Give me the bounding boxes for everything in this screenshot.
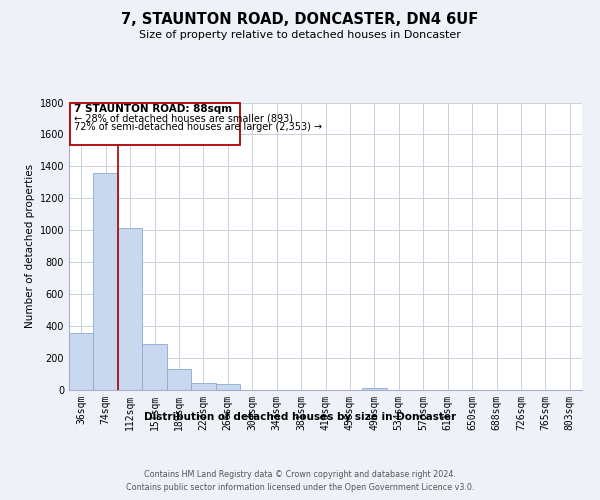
Text: ← 28% of detached houses are smaller (893): ← 28% of detached houses are smaller (89… [74, 114, 293, 124]
Text: Contains HM Land Registry data © Crown copyright and database right 2024.: Contains HM Land Registry data © Crown c… [144, 470, 456, 479]
Text: 7 STAUNTON ROAD: 88sqm: 7 STAUNTON ROAD: 88sqm [74, 104, 232, 114]
Y-axis label: Number of detached properties: Number of detached properties [25, 164, 35, 328]
Bar [142, 344, 167, 390]
Text: 7, STAUNTON ROAD, DONCASTER, DN4 6UF: 7, STAUNTON ROAD, DONCASTER, DN4 6UF [121, 12, 479, 28]
Bar [94, 173, 118, 390]
Bar [70, 104, 240, 145]
Bar [69, 334, 94, 390]
Bar [191, 383, 215, 390]
Text: Distribution of detached houses by size in Doncaster: Distribution of detached houses by size … [144, 412, 456, 422]
Bar [167, 369, 191, 390]
Bar [215, 384, 240, 390]
Text: Size of property relative to detached houses in Doncaster: Size of property relative to detached ho… [139, 30, 461, 40]
Bar [362, 388, 386, 390]
Bar [118, 228, 142, 390]
Text: 72% of semi-detached houses are larger (2,353) →: 72% of semi-detached houses are larger (… [74, 122, 322, 132]
Text: Contains public sector information licensed under the Open Government Licence v3: Contains public sector information licen… [126, 482, 474, 492]
